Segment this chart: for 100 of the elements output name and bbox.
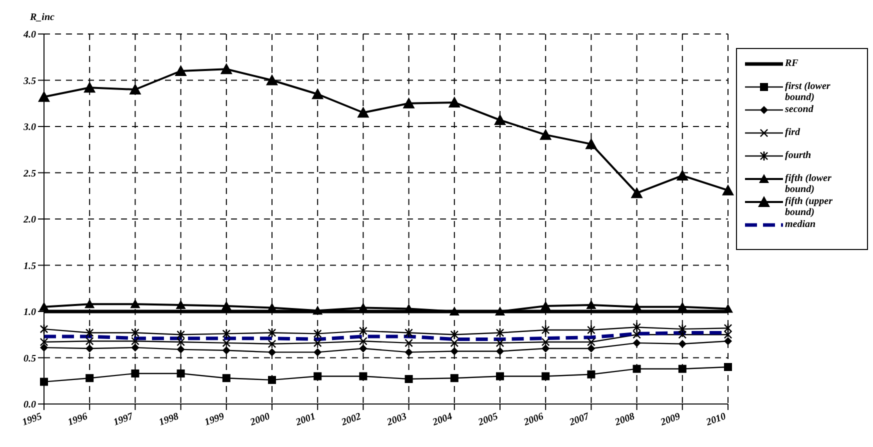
legend-label: second [785, 104, 814, 115]
x-tick-label: 2006 [522, 411, 546, 429]
point [404, 338, 413, 347]
point [86, 374, 94, 382]
point [724, 363, 732, 371]
legend-label: fourth [785, 150, 812, 161]
point [587, 370, 596, 378]
point [221, 300, 232, 310]
point [632, 330, 641, 339]
y-tick-label: 0.5 [24, 353, 36, 364]
point [176, 369, 185, 378]
point [314, 338, 322, 347]
point [587, 338, 596, 346]
point [222, 346, 230, 354]
point [542, 338, 550, 346]
point [39, 302, 49, 311]
point [176, 338, 185, 346]
legend-label: fifth (lower bound) [785, 173, 832, 195]
point [630, 187, 643, 198]
point [86, 337, 94, 346]
point [357, 106, 370, 118]
x-tick-label: 2000 [248, 411, 272, 429]
point [222, 338, 230, 347]
point [86, 328, 94, 338]
legend-label: first (lower bound) [785, 81, 832, 103]
point [404, 348, 413, 356]
point [312, 306, 323, 315]
point [450, 330, 458, 340]
x-tick-label: 2010 [704, 411, 728, 429]
legend-label: fifth (upper bound) [785, 196, 834, 218]
point [268, 348, 276, 356]
point [542, 326, 550, 334]
point [678, 324, 686, 334]
point [540, 128, 552, 140]
point [176, 300, 186, 310]
point [678, 364, 686, 373]
point [404, 375, 413, 384]
x-tick-label: 1995 [20, 411, 44, 428]
legend-label: RF [785, 58, 798, 69]
point [723, 304, 733, 313]
x-tick-label: 2002 [339, 411, 363, 429]
point [586, 300, 596, 310]
legend-label: fird [785, 127, 800, 138]
point [722, 184, 734, 196]
point [542, 372, 550, 380]
point [496, 347, 504, 356]
x-tick-label: 1999 [203, 411, 226, 428]
point [676, 170, 688, 181]
point [724, 337, 732, 346]
point [450, 374, 458, 382]
x-tick-label: 2005 [476, 411, 500, 429]
point [402, 97, 415, 108]
point [632, 364, 641, 373]
legend-label: median [785, 219, 816, 230]
point [359, 326, 368, 336]
point [130, 299, 140, 308]
point [678, 340, 686, 348]
point [587, 344, 596, 352]
point [448, 96, 460, 108]
point [359, 337, 368, 346]
y-tick-label: 0.0 [24, 400, 36, 411]
x-tick-label: 1997 [112, 410, 136, 428]
point [542, 344, 550, 352]
point [84, 299, 95, 308]
y-tick-label: 3.0 [22, 122, 36, 134]
point [222, 329, 230, 338]
point [585, 138, 598, 150]
point [40, 344, 48, 352]
y-tick-label: 2.0 [22, 214, 36, 226]
point [176, 330, 185, 340]
point [40, 378, 48, 386]
x-tick-label: 2008 [612, 411, 636, 429]
point [86, 344, 94, 352]
point [268, 340, 276, 348]
x-tick-label: 1996 [66, 411, 90, 428]
point [495, 306, 505, 316]
y-tick-label: 1.5 [24, 260, 36, 272]
x-tick-label: 2009 [658, 411, 682, 429]
y-axis-title: R_inc [30, 12, 54, 23]
point [450, 347, 458, 356]
point [359, 344, 368, 352]
point [494, 114, 506, 126]
point [312, 88, 324, 100]
point [314, 348, 322, 356]
point [176, 345, 185, 354]
x-tick-label: 2001 [294, 411, 318, 429]
point [84, 82, 96, 93]
y-tick-label: 1.0 [24, 307, 36, 318]
point [587, 326, 596, 334]
point [222, 374, 230, 382]
point [38, 90, 50, 102]
point [314, 372, 322, 380]
x-tick-label: 2007 [567, 410, 592, 429]
point [220, 63, 232, 74]
point [359, 372, 368, 380]
y-tick-label: 2.5 [22, 168, 36, 180]
x-tick-label: 2004 [430, 411, 454, 429]
y-tick-label: 4.0 [22, 30, 36, 41]
point [450, 338, 458, 347]
point [131, 344, 140, 352]
